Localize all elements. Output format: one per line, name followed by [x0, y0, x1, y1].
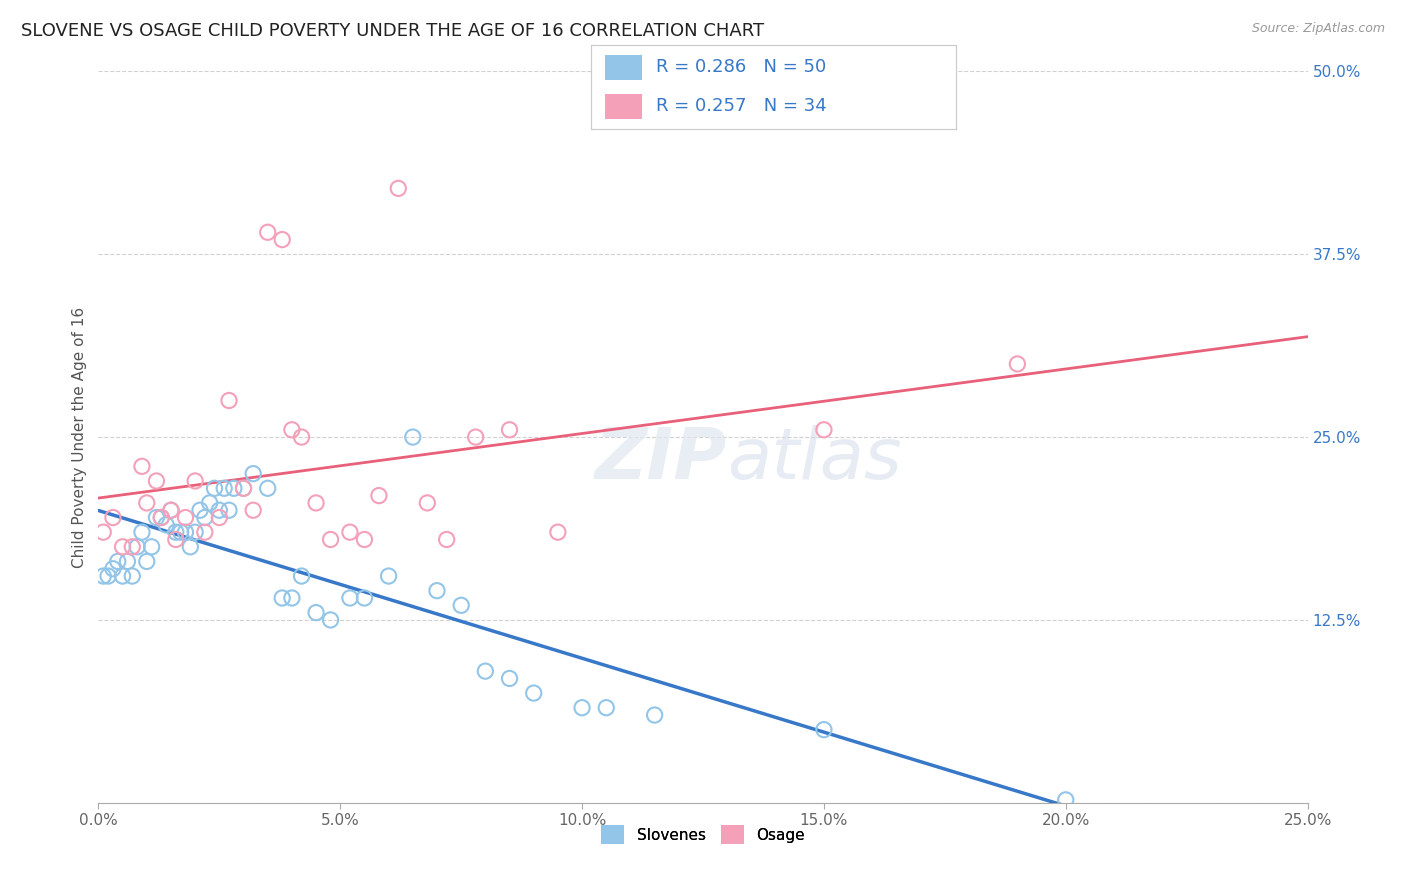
Point	[256, 225, 278, 239]
Point	[256, 481, 278, 495]
Point	[319, 533, 342, 547]
Point	[160, 503, 183, 517]
Point	[242, 467, 264, 481]
Point	[290, 430, 312, 444]
Point	[91, 569, 114, 583]
Point	[117, 554, 139, 568]
Point	[595, 700, 617, 714]
Point	[644, 708, 666, 723]
Point	[208, 510, 231, 524]
Point	[305, 606, 328, 620]
Point	[232, 481, 254, 495]
Point	[218, 393, 240, 408]
Point	[145, 510, 167, 524]
FancyBboxPatch shape	[605, 54, 641, 80]
Point	[498, 423, 520, 437]
Point	[141, 540, 163, 554]
Point	[523, 686, 546, 700]
Text: R = 0.257   N = 34: R = 0.257 N = 34	[657, 97, 827, 115]
Text: atlas: atlas	[727, 425, 901, 493]
Point	[339, 591, 361, 605]
Point	[474, 664, 496, 678]
Point	[107, 554, 129, 568]
Point	[150, 510, 173, 524]
Point	[271, 591, 294, 605]
Point	[155, 517, 177, 532]
Point	[131, 459, 153, 474]
Point	[204, 481, 226, 495]
Point	[91, 525, 114, 540]
Point	[242, 503, 264, 517]
Point	[101, 562, 124, 576]
Point	[111, 540, 134, 554]
Point	[319, 613, 342, 627]
Point	[174, 525, 197, 540]
Point	[281, 591, 304, 605]
Point	[208, 503, 231, 517]
Point	[813, 423, 835, 437]
Point	[387, 181, 409, 195]
Point	[1007, 357, 1029, 371]
Point	[426, 583, 449, 598]
Point	[212, 481, 235, 495]
Point	[127, 540, 149, 554]
Point	[97, 569, 120, 583]
Point	[184, 474, 207, 488]
Point	[353, 533, 375, 547]
Text: R = 0.286   N = 50: R = 0.286 N = 50	[657, 59, 827, 77]
Point	[169, 525, 191, 540]
Point	[179, 540, 201, 554]
Point	[436, 533, 458, 547]
Point	[377, 569, 399, 583]
Point	[416, 496, 439, 510]
Point	[450, 599, 472, 613]
Point	[222, 481, 245, 495]
Point	[121, 540, 143, 554]
Point	[353, 591, 375, 605]
Point	[194, 525, 217, 540]
Point	[198, 496, 221, 510]
Point	[188, 503, 211, 517]
Point	[498, 672, 520, 686]
Point	[402, 430, 425, 444]
Point	[150, 510, 173, 524]
Point	[1054, 793, 1077, 807]
Point	[160, 503, 183, 517]
Text: ZIP: ZIP	[595, 425, 727, 493]
Point	[290, 569, 312, 583]
Point	[339, 525, 361, 540]
Point	[135, 496, 157, 510]
Point	[184, 525, 207, 540]
Point	[218, 503, 240, 517]
Point	[111, 569, 134, 583]
Point	[547, 525, 569, 540]
Point	[281, 423, 304, 437]
Point	[194, 510, 217, 524]
Legend: Slovenes, Osage: Slovenes, Osage	[595, 819, 811, 850]
Point	[145, 474, 167, 488]
Y-axis label: Child Poverty Under the Age of 16: Child Poverty Under the Age of 16	[72, 307, 87, 567]
Point	[165, 525, 187, 540]
FancyBboxPatch shape	[605, 94, 641, 120]
Point	[232, 481, 254, 495]
Point	[813, 723, 835, 737]
Point	[305, 496, 328, 510]
Point	[121, 569, 143, 583]
Text: SLOVENE VS OSAGE CHILD POVERTY UNDER THE AGE OF 16 CORRELATION CHART: SLOVENE VS OSAGE CHILD POVERTY UNDER THE…	[21, 22, 765, 40]
Point	[464, 430, 486, 444]
Point	[571, 700, 593, 714]
Point	[131, 525, 153, 540]
Point	[165, 533, 187, 547]
Point	[135, 554, 157, 568]
Point	[101, 510, 124, 524]
Point	[368, 489, 391, 503]
Point	[174, 510, 197, 524]
Text: Source: ZipAtlas.com: Source: ZipAtlas.com	[1251, 22, 1385, 36]
Point	[271, 233, 294, 247]
